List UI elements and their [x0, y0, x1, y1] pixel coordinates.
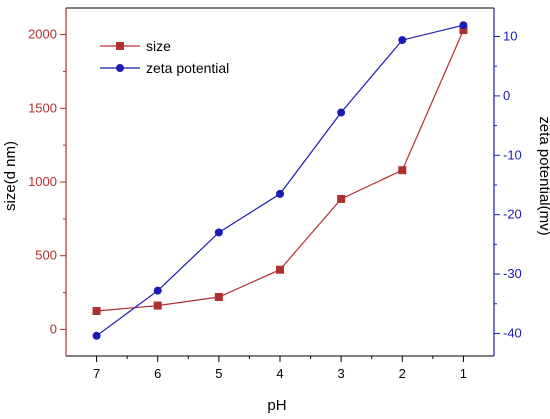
left-axis-tick-label: 1500 [28, 100, 57, 115]
legend-label: size [146, 38, 171, 54]
left-axis-tick-label: 1000 [28, 174, 57, 189]
data-point-circle [398, 36, 407, 45]
x-axis: 7 6 5 4 3 2 1 [93, 356, 467, 381]
x-axis-tick-label: 1 [460, 366, 467, 381]
legend-marker-circle [116, 64, 124, 72]
left-axis-tick-label: 2000 [28, 27, 57, 42]
data-point-square [398, 166, 407, 175]
data-point-square [153, 301, 162, 310]
right-y-axis: -40 -30 -20 -10 0 10 [494, 29, 522, 340]
left-axis-tick-label: 0 [50, 321, 57, 336]
data-point-circle [214, 228, 223, 237]
data-point-circle [337, 108, 346, 117]
right-axis-tick-label: -40 [503, 325, 522, 340]
x-axis-tick-label: 4 [276, 366, 283, 381]
left-axis-tick-label: 500 [35, 248, 57, 263]
series-layer [92, 21, 468, 340]
right-axis-tick-label: 10 [503, 29, 517, 44]
data-point-circle [153, 286, 162, 295]
x-axis-tick-label: 7 [93, 366, 100, 381]
data-point-square [92, 307, 101, 316]
x-axis-tick-label: 3 [338, 366, 345, 381]
series-zeta-potential [92, 21, 468, 340]
data-point-square [337, 194, 346, 203]
right-axis-tick-label: -30 [503, 266, 522, 281]
legend-item: size [100, 38, 171, 54]
right-axis-tick-label: -20 [503, 207, 522, 222]
data-point-circle [459, 21, 468, 30]
x-axis-tick-label: 5 [215, 366, 222, 381]
data-point-square [276, 265, 284, 274]
data-point-circle [276, 189, 284, 198]
left-axis-title: size(d nm) [2, 141, 19, 211]
data-point-square [214, 293, 223, 302]
right-axis-tick-label: -10 [503, 147, 522, 162]
data-point-circle [92, 331, 101, 340]
series-size [92, 26, 468, 316]
x-axis-tick-label: 6 [154, 366, 161, 381]
legend-marker-square [116, 42, 124, 50]
plot-frame [65, 7, 495, 357]
legend: size zeta potential [100, 38, 229, 76]
legend-label: zeta potential [146, 60, 229, 76]
left-y-axis: 0 500 1000 1500 2000 [28, 27, 66, 336]
legend-item: zeta potential [100, 60, 229, 76]
right-axis-title: zeta potential(mv) [536, 116, 550, 235]
x-axis-title: pH [267, 397, 286, 414]
data-point-square [459, 26, 468, 35]
right-axis-tick-label: 0 [503, 88, 510, 103]
x-axis-tick-label: 2 [399, 366, 406, 381]
